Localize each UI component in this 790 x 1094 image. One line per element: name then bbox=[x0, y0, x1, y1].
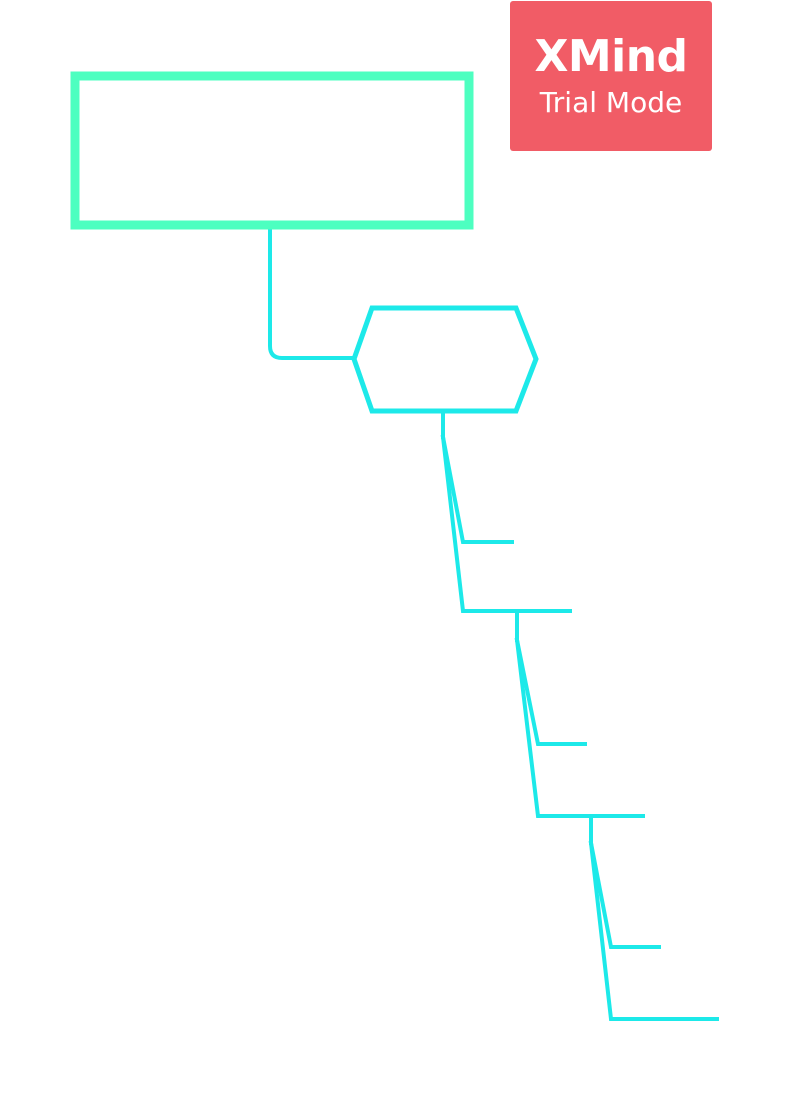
branch-group-level-1 bbox=[440, 411, 572, 613]
watermark-mode: Trial Mode bbox=[539, 86, 683, 119]
main-topic[interactable] bbox=[351, 305, 539, 414]
connector-subtopic-6 bbox=[588, 840, 719, 1021]
connector-subtopic-1 bbox=[440, 434, 514, 544]
connector-subtopic-5 bbox=[588, 840, 661, 949]
watermark-brand: XMind bbox=[534, 31, 688, 82]
connector-subtopic-3 bbox=[514, 637, 587, 746]
root-topic[interactable] bbox=[70, 71, 474, 230]
trial-watermark: XMind Trial Mode bbox=[510, 1, 712, 151]
branch-group-level-3 bbox=[588, 816, 719, 1021]
connector-subtopic-4 bbox=[514, 637, 645, 818]
root-connector bbox=[268, 226, 356, 360]
connector-subtopic-2 bbox=[440, 434, 572, 613]
branch-group-level-2 bbox=[514, 611, 645, 818]
